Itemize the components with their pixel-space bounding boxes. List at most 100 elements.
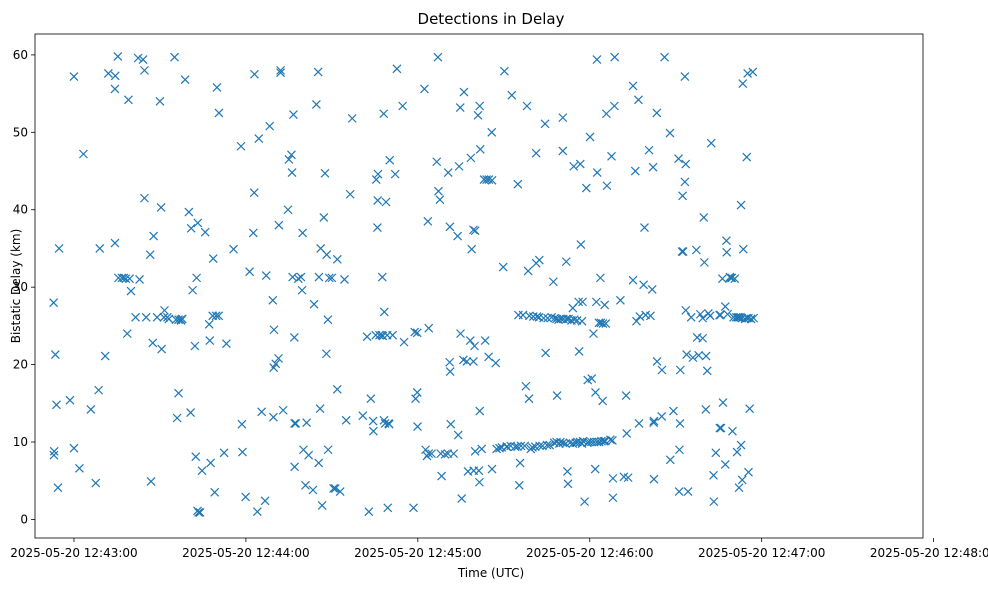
scatter-point <box>683 487 693 496</box>
scatter-point <box>445 367 455 376</box>
scatter-point <box>675 365 685 375</box>
scatter-point <box>592 168 602 178</box>
scatter-point <box>180 75 190 85</box>
y-tick-label: 0 <box>20 512 28 526</box>
scatter-point <box>722 247 732 257</box>
scatter-point <box>283 205 293 215</box>
scatter-point <box>475 477 484 487</box>
scatter-point <box>110 71 120 81</box>
scatter-point <box>237 419 247 429</box>
scatter-point <box>362 332 372 342</box>
y-axis-label: Bistatic Delay (km) <box>9 229 23 344</box>
scatter-point <box>605 435 615 445</box>
scatter-point <box>440 449 450 459</box>
scatter-point <box>287 150 296 160</box>
scatter-point <box>591 388 600 397</box>
scatter-point <box>680 177 690 187</box>
scatter-point <box>644 145 654 155</box>
scatter-point <box>323 315 333 325</box>
scatter-point <box>54 244 64 253</box>
scatter-point <box>278 405 288 415</box>
scatter-point <box>484 175 494 184</box>
scatter-point <box>513 310 523 320</box>
scatter-point <box>219 448 229 458</box>
scatter-point <box>473 110 483 120</box>
scatter-point <box>547 312 557 322</box>
scatter-point <box>541 348 551 358</box>
scatter-point <box>301 480 310 490</box>
scatter-point <box>368 426 378 436</box>
scatter-point <box>513 179 523 189</box>
scatter-point <box>705 311 715 321</box>
scatter-point <box>601 319 611 328</box>
scatter-point <box>100 351 110 361</box>
scatter-point <box>649 416 659 426</box>
scatter-point <box>254 134 264 143</box>
scatter-point <box>649 418 659 428</box>
scatter-point <box>206 458 216 468</box>
scatter-point <box>335 487 345 496</box>
scatter-point <box>437 471 447 481</box>
scatter-point <box>521 381 531 391</box>
scatter-point <box>289 333 299 342</box>
scatter-point <box>49 450 59 460</box>
scatter-point <box>502 442 512 452</box>
x-tick-label: 2025-05-20 12:43:00 <box>10 546 137 560</box>
scatter-point <box>715 423 725 433</box>
scatter-point <box>601 109 611 119</box>
scatter-point <box>749 313 759 323</box>
scatter-point <box>462 357 472 366</box>
scatter-point <box>261 271 271 280</box>
scatter-point <box>722 236 731 246</box>
scatter-point <box>688 353 698 363</box>
scatter-point <box>186 223 196 233</box>
scatter-point <box>288 272 298 282</box>
scatter-point <box>574 297 583 307</box>
scatter-point <box>745 404 755 414</box>
scatter-point <box>561 257 571 267</box>
scatter-point <box>347 113 357 123</box>
scatter-point <box>590 464 600 474</box>
scatter-point <box>191 452 201 462</box>
scatter-point <box>385 155 395 165</box>
scatter-point <box>379 415 389 425</box>
scatter-point <box>149 231 159 241</box>
scatter-point <box>652 357 662 366</box>
scatter-point <box>678 247 688 256</box>
scatter-point <box>600 300 610 310</box>
scatter-point <box>702 366 712 376</box>
scatter-point <box>164 314 174 324</box>
scatter-point <box>453 231 463 241</box>
scatter-point <box>558 113 568 123</box>
scatter-point <box>379 109 389 119</box>
scatter-marks <box>49 52 759 517</box>
scatter-point <box>647 285 657 294</box>
scatter-point <box>197 466 207 476</box>
scatter-point <box>195 508 205 517</box>
scatter-point <box>720 302 730 311</box>
scatter-point <box>170 52 179 62</box>
x-axis-ticks: 2025-05-20 12:43:00 2025-05-20 12:44:00 20… <box>10 538 988 560</box>
scatter-point <box>330 484 340 493</box>
y-tick-label: 40 <box>13 203 28 217</box>
scatter-point <box>368 416 378 426</box>
y-axis-ticks: 0 10 20 30 40 50 60 <box>13 48 35 526</box>
scatter-point <box>563 479 573 489</box>
scatter-point <box>249 188 259 198</box>
scatter-point <box>212 82 222 92</box>
y-tick-label: 10 <box>13 435 28 449</box>
scatter-point <box>135 274 145 284</box>
scatter-point <box>49 298 59 308</box>
scatter-point <box>364 507 374 517</box>
scatter-point <box>214 108 224 118</box>
scatter-point <box>457 494 467 503</box>
scatter-point <box>375 330 384 340</box>
scatter-point <box>210 487 220 497</box>
scatter-point <box>290 462 300 472</box>
scatter-point <box>322 250 332 260</box>
scatter-point <box>468 225 478 235</box>
scatter-point <box>634 418 644 428</box>
scatter-point <box>324 273 334 283</box>
scatter-point <box>236 141 246 151</box>
scatter-point <box>694 350 704 360</box>
